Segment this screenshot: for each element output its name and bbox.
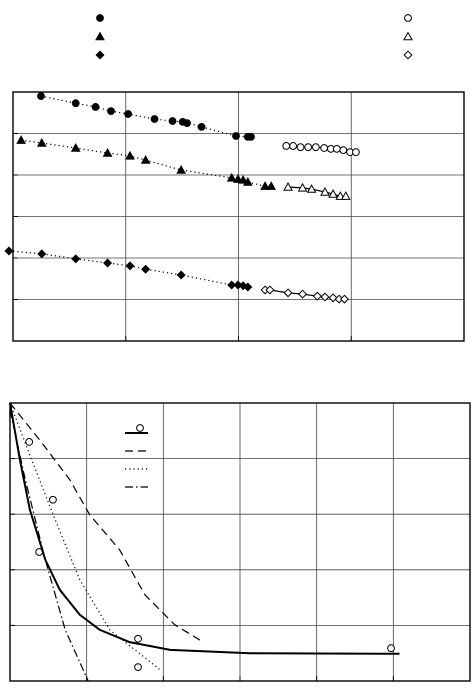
data-point: [265, 285, 275, 295]
data-point: [71, 99, 80, 108]
data-point: [238, 281, 248, 291]
legend-marker: [96, 14, 104, 22]
data-point: [339, 294, 349, 304]
data-point: [176, 270, 186, 280]
data-point: [134, 634, 142, 643]
data-point: [140, 155, 151, 164]
data-point: [150, 115, 159, 123]
data-point: [70, 142, 81, 152]
legend-marker: [95, 50, 105, 60]
data-point: [312, 291, 322, 301]
legend-marker: [403, 50, 413, 60]
data-point: [282, 142, 291, 150]
data-point: [176, 164, 187, 174]
data-point: [197, 122, 206, 131]
data-point: [103, 258, 113, 268]
data-point: [328, 293, 338, 303]
data-point: [320, 292, 330, 302]
data-point: [238, 174, 249, 184]
data-point: [16, 135, 26, 144]
legend-marker: [95, 31, 105, 41]
data-point: [71, 254, 81, 264]
data-point: [107, 107, 115, 115]
data-point: [37, 92, 45, 101]
data-point: [168, 117, 177, 125]
data-point: [141, 264, 151, 274]
series-line: [9, 402, 400, 655]
data-point: [320, 186, 330, 196]
data-point: [304, 143, 313, 152]
data-point: [296, 143, 305, 152]
data-point: [36, 138, 47, 147]
data-point: [91, 103, 100, 111]
data-point: [266, 181, 277, 190]
data-point: [339, 146, 348, 155]
data-point: [233, 174, 243, 183]
legend-marker: [404, 14, 412, 22]
data-point: [306, 184, 317, 193]
data-point: [289, 142, 298, 150]
series-line: [9, 402, 161, 671]
data-point: [297, 182, 308, 192]
data-point: [328, 189, 338, 198]
series-line: [287, 186, 346, 197]
series-line: [9, 402, 204, 643]
legend-marker: [136, 424, 144, 432]
data-point: [340, 191, 351, 200]
plot-frame: [9, 402, 471, 682]
data-point: [183, 119, 191, 128]
data-point: [125, 261, 135, 271]
data-point: [311, 143, 320, 152]
series-line: [9, 410, 89, 682]
data-point: [37, 249, 47, 259]
data-point: [298, 289, 308, 299]
data-point: [352, 148, 360, 157]
data-point: [226, 172, 237, 182]
data-point: [247, 132, 255, 141]
data-point: [4, 246, 14, 256]
data-point: [260, 181, 270, 190]
data-point: [243, 282, 253, 292]
data-point: [49, 495, 57, 504]
series-line: [8, 250, 248, 288]
data-point: [332, 144, 341, 153]
data-point: [320, 144, 329, 152]
data-point: [125, 150, 135, 160]
data-point: [232, 132, 240, 140]
data-point: [242, 177, 253, 186]
data-point: [387, 644, 395, 653]
data-point: [134, 663, 142, 671]
data-point: [25, 438, 34, 446]
data-point: [227, 280, 237, 290]
plot-frame: [12, 91, 465, 342]
legend-marker: [403, 31, 413, 41]
data-point: [283, 288, 293, 298]
data-point: [124, 110, 133, 118]
data-point: [283, 182, 293, 191]
data-point: [102, 147, 113, 157]
